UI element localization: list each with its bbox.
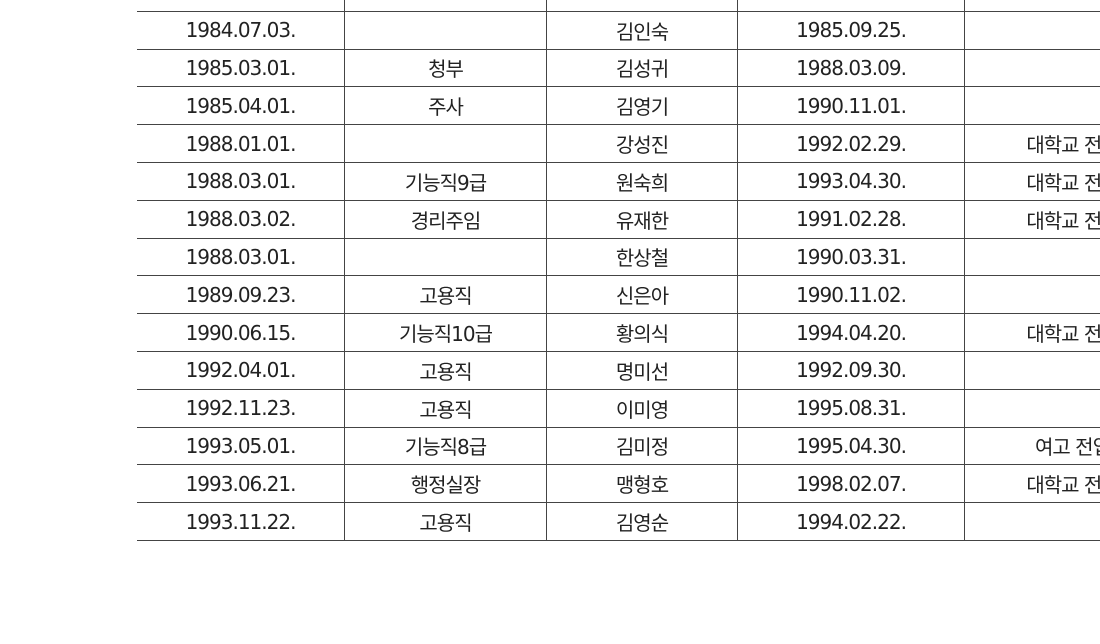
- table-cell: 강성진: [546, 125, 737, 163]
- table-cell: 1994.02.22.: [737, 503, 964, 541]
- table-cell: 한상철: [546, 238, 737, 277]
- table-cell: 대학교 전출: [964, 125, 1100, 163]
- table-cell: 김영기: [546, 87, 737, 126]
- table-cell: 청부: [344, 49, 546, 88]
- table-cell: 신은아: [546, 276, 737, 315]
- table-cell: 기능직9급: [344, 163, 546, 201]
- table-cell: 기능직8급: [344, 427, 546, 466]
- table-cell: 고용직: [344, 276, 546, 315]
- table-cell: 1988.03.01.: [137, 239, 344, 277]
- table-cell: [344, 11, 546, 50]
- table-cell: [344, 125, 546, 163]
- table-cell: 1985.09.25.: [737, 11, 964, 50]
- table-cell: 1995.04.30.: [737, 427, 964, 466]
- table-cell: 1985.04.01.: [137, 87, 344, 126]
- table-cell: [964, 276, 1100, 315]
- table-cell: 김인숙: [546, 11, 737, 50]
- table-cell: [964, 389, 1100, 428]
- table-cell: 고용직: [344, 389, 546, 428]
- table-cell: 고용직: [344, 352, 546, 390]
- table-cell: [964, 49, 1100, 88]
- table-cell: 1993.06.21.: [137, 465, 344, 504]
- table-cell: 1992.09.30.: [737, 352, 964, 390]
- table-cell: [964, 238, 1100, 277]
- table-cell: 1990.03.31.: [737, 238, 964, 277]
- table-cell: [964, 0, 1100, 12]
- table-cell: [964, 11, 1100, 50]
- table-cell: 1989.09.23.: [137, 276, 344, 315]
- table-cell: 1995.08.31.: [737, 389, 964, 428]
- table-cell: [137, 0, 344, 12]
- table-cell: 원숙희: [546, 163, 737, 201]
- table-cell: 1994.04.20.: [737, 314, 964, 352]
- table-cell: [964, 87, 1100, 126]
- table-cell: 1990.11.01.: [737, 87, 964, 126]
- table-cell: [964, 352, 1100, 390]
- table-cell: 1988.03.09.: [737, 49, 964, 88]
- table-cell: 1992.04.01.: [137, 352, 344, 390]
- table-cell: 1984.07.03.: [137, 12, 344, 50]
- table-cell: 1992.02.29.: [737, 125, 964, 163]
- table-cell: 행정실장: [344, 465, 546, 504]
- table-cell: 1992.11.23.: [137, 390, 344, 428]
- table-cell: 1988.03.02.: [137, 201, 344, 239]
- table-cell: 1988.01.01.: [137, 125, 344, 163]
- table-cell: 1990.06.15.: [137, 314, 344, 352]
- table-cell: 이미영: [546, 389, 737, 428]
- table-cell: 1988.03.01.: [137, 163, 344, 201]
- table-cell: 김미정: [546, 427, 737, 466]
- table-cell: 명미선: [546, 352, 737, 390]
- table-cell: 1985.03.01.: [137, 50, 344, 88]
- table-cell: 대학교 전출: [964, 163, 1100, 201]
- table-cell: [344, 0, 546, 12]
- table-cell: 유재한: [546, 200, 737, 239]
- table-cell: 기능직10급: [344, 314, 546, 352]
- table-cell: 경리주임: [344, 200, 546, 239]
- table-cell: 여고 전입: [964, 427, 1100, 466]
- table-cell: [344, 238, 546, 277]
- table-cell: 고용직: [344, 503, 546, 541]
- table-cell: 김영순: [546, 503, 737, 541]
- table-cell: 대학교 전출: [964, 465, 1100, 504]
- table-cell: 1993.05.01.: [137, 428, 344, 466]
- table-cell: 1998.02.07.: [737, 465, 964, 504]
- table-cell: 1993.11.22.: [137, 503, 344, 541]
- table-cell: 대학교 전출: [964, 314, 1100, 352]
- table-cell: [964, 503, 1100, 541]
- table-cell: 1990.11.02.: [737, 276, 964, 315]
- table-cell: [546, 0, 737, 12]
- table-cell: 1991.02.28.: [737, 200, 964, 239]
- table-cell: 대학교 전출: [964, 200, 1100, 239]
- table-cell: 황의식: [546, 314, 737, 352]
- table-cell: 1993.04.30.: [737, 163, 964, 201]
- table-cell: 김성귀: [546, 49, 737, 88]
- table-cell: 맹형호: [546, 465, 737, 504]
- table-cell: [737, 0, 964, 12]
- table-cell: 주사: [344, 87, 546, 126]
